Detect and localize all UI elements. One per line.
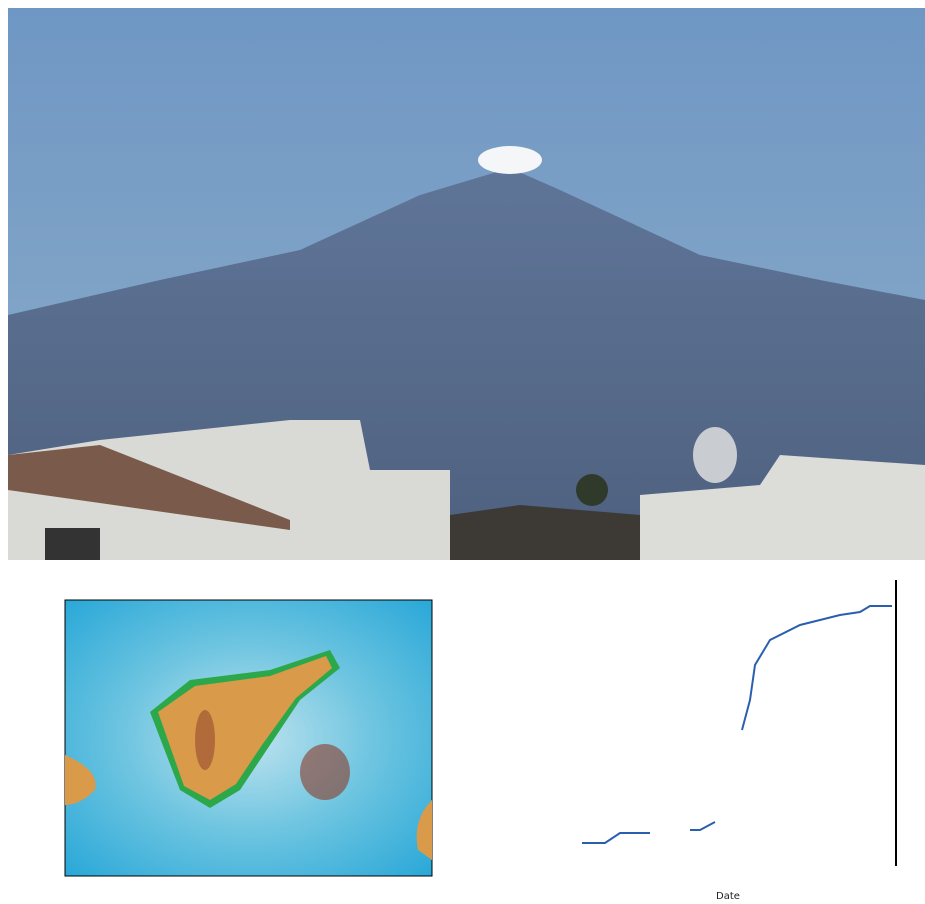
page: Date (() => { const data = JSON.parse(do… — [0, 0, 925, 904]
photo — [8, 8, 925, 560]
seismicity-cluster — [300, 744, 350, 800]
curve — [582, 606, 892, 843]
figure: Date — [0, 0, 925, 904]
window — [45, 528, 100, 560]
cloud — [478, 146, 542, 174]
dish — [693, 427, 737, 483]
trees — [450, 505, 640, 560]
seismicity-cluster — [195, 710, 215, 770]
chart: Date — [582, 580, 896, 902]
map — [65, 600, 432, 876]
x-axis-label: Date — [716, 891, 740, 902]
palm — [576, 474, 608, 506]
